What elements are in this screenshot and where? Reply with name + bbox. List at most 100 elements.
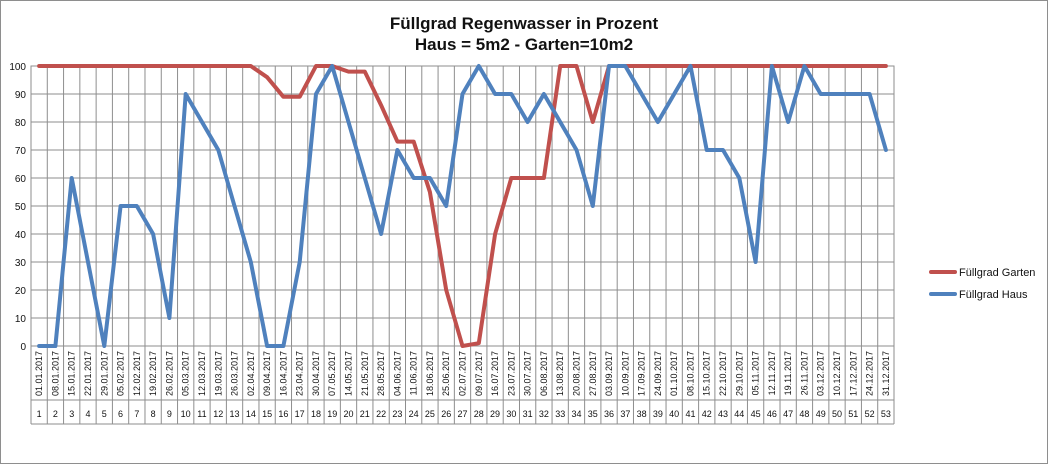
x-index-label: 2	[53, 409, 58, 419]
x-index-label: 22	[376, 409, 386, 419]
x-index-label: 5	[102, 409, 107, 419]
chart-title: Füllgrad Regenwasser in Prozent	[389, 14, 659, 33]
x-index-label: 36	[604, 409, 614, 419]
x-index-label: 53	[881, 409, 891, 419]
x-tick-label: 29.01.2017	[99, 351, 109, 396]
y-tick-label: 80	[15, 118, 27, 129]
x-tick-label: 12.03.2017	[197, 351, 207, 396]
x-index-label: 48	[799, 409, 809, 419]
x-tick-label: 03.09.2017	[604, 351, 614, 396]
x-tick-label: 18.06.2017	[425, 351, 435, 396]
x-tick-label: 04.06.2017	[392, 351, 402, 396]
x-index-label: 15	[262, 409, 272, 419]
x-tick-label: 30.07.2017	[523, 351, 533, 396]
x-tick-label: 13.08.2017	[555, 351, 565, 396]
x-index-label: 35	[588, 409, 598, 419]
x-index-label: 17	[295, 409, 305, 419]
x-tick-label: 31.12.2017	[881, 351, 891, 396]
x-index-label: 30	[506, 409, 516, 419]
x-tick-label: 17.12.2017	[848, 351, 858, 396]
x-tick-label: 30.04.2017	[311, 351, 321, 396]
x-index-label: 29	[490, 409, 500, 419]
x-index-label: 50	[832, 409, 842, 419]
x-index-label: 31	[523, 409, 533, 419]
x-index-label: 40	[669, 409, 679, 419]
series-line	[37, 64, 888, 348]
x-index-label: 9	[167, 409, 172, 419]
x-index-label: 27	[457, 409, 467, 419]
x-index-label: 21	[360, 409, 370, 419]
x-tick-label: 22.10.2017	[718, 351, 728, 396]
x-tick-label: 09.04.2017	[262, 351, 272, 396]
x-index-label: 28	[474, 409, 484, 419]
x-tick-label: 09.07.2017	[474, 351, 484, 396]
x-tick-label: 16.07.2017	[490, 351, 500, 396]
x-tick-label: 19.11.2017	[783, 351, 793, 395]
x-tick-label: 05.02.2017	[116, 351, 126, 396]
x-index-label: 1	[37, 409, 42, 419]
x-index-label: 51	[848, 409, 858, 419]
x-index-label: 8	[151, 409, 156, 419]
x-tick-label: 22.01.2017	[83, 351, 93, 396]
x-tick-label: 07.05.2017	[327, 351, 337, 396]
x-index-label: 39	[653, 409, 663, 419]
x-tick-label: 28.05.2017	[376, 351, 386, 396]
y-tick-label: 10	[15, 314, 27, 325]
x-tick-label: 08.10.2017	[685, 351, 695, 396]
legend-label: Füllgrad Haus	[959, 289, 1028, 301]
x-index-label: 4	[85, 409, 90, 419]
x-index-label: 20	[344, 409, 354, 419]
y-tick-label: 20	[15, 286, 27, 297]
x-index-label: 12	[213, 409, 223, 419]
x-tick-label: 05.03.2017	[181, 351, 191, 396]
x-index-label: 46	[767, 409, 777, 419]
x-tick-label: 15.10.2017	[702, 351, 712, 396]
x-tick-label: 12.11.2017	[767, 351, 777, 395]
x-index-label: 23	[392, 409, 402, 419]
x-tick-label: 27.08.2017	[588, 351, 598, 396]
x-tick-label: 23.04.2017	[295, 351, 305, 396]
x-tick-label: 29.10.2017	[734, 351, 744, 396]
x-index-label: 7	[134, 409, 139, 419]
x-index-label: 38	[637, 409, 647, 419]
x-tick-label: 23.07.2017	[506, 351, 516, 396]
x-tick-label: 02.04.2017	[246, 351, 256, 396]
x-tick-label: 12.02.2017	[132, 351, 142, 396]
x-index-label: 24	[409, 409, 419, 419]
x-index-label: 42	[702, 409, 712, 419]
y-tick-label: 60	[15, 174, 27, 185]
x-tick-label: 19.03.2017	[213, 351, 223, 396]
x-index-label: 18	[311, 409, 321, 419]
x-index-label: 32	[539, 409, 549, 419]
x-index-label: 44	[734, 409, 744, 419]
series-line	[37, 64, 888, 348]
y-tick-label: 50	[15, 202, 27, 213]
x-index-label: 14	[246, 409, 256, 419]
x-tick-label: 25.06.2017	[441, 351, 451, 396]
x-tick-label: 19.02.2017	[148, 351, 158, 396]
x-tick-label: 06.08.2017	[539, 351, 549, 396]
y-tick-label: 0	[20, 342, 26, 353]
x-index-label: 47	[783, 409, 793, 419]
x-index-label: 45	[751, 409, 761, 419]
x-tick-label: 24.09.2017	[653, 351, 663, 396]
x-tick-label: 11.06.2017	[409, 351, 419, 395]
y-tick-label: 70	[15, 146, 27, 157]
x-tick-label: 15.01.2017	[67, 351, 77, 396]
x-tick-label: 26.02.2017	[164, 351, 174, 396]
x-index-label: 3	[69, 409, 74, 419]
y-tick-label: 100	[9, 62, 26, 73]
legend-label: Füllgrad Garten	[959, 267, 1035, 279]
x-index-label: 19	[327, 409, 337, 419]
x-tick-label: 26.03.2017	[230, 351, 240, 396]
x-tick-label: 01.01.2017	[34, 351, 44, 396]
x-tick-label: 20.08.2017	[571, 351, 581, 396]
x-index-label: 13	[230, 409, 240, 419]
x-index-label: 6	[118, 409, 123, 419]
x-tick-label: 21.05.2017	[360, 351, 370, 396]
x-tick-label: 08.01.2017	[50, 351, 60, 396]
y-tick-label: 40	[15, 230, 27, 241]
x-tick-label: 05.11.2017	[751, 351, 761, 395]
